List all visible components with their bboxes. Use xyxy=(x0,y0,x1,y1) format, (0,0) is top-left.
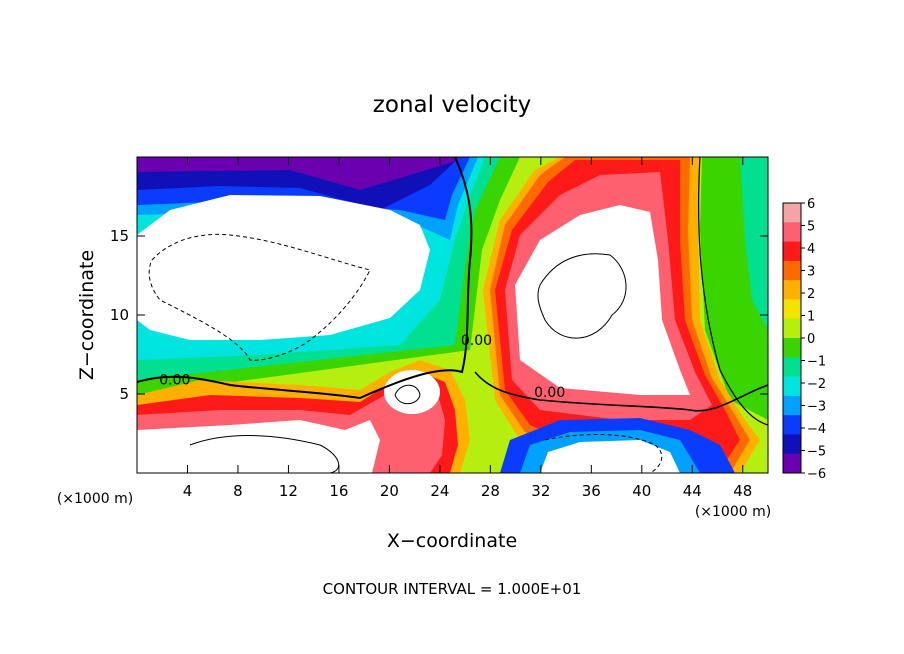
colorbar-swatch xyxy=(783,376,801,397)
contour-line xyxy=(474,371,768,412)
x-axis-label: X−coordinate xyxy=(387,530,517,552)
contour-line xyxy=(137,157,473,400)
contour-label: 0.00 xyxy=(159,373,190,389)
y-tick-label: 15 xyxy=(110,227,129,245)
x-tick-label: 8 xyxy=(233,482,243,500)
colorbar-swatch xyxy=(783,357,801,378)
contour-labels: 0.00 0.00 0.00 xyxy=(159,333,565,401)
x-unit-left: (×1000 m) xyxy=(57,491,133,507)
colorbar-label: 2 xyxy=(807,287,815,302)
colorbar-label: −5 xyxy=(807,445,826,460)
colorbar-swatch xyxy=(783,299,801,320)
x-tick-label: 28 xyxy=(481,482,500,500)
colorbar-swatch xyxy=(783,241,801,262)
colorbar-swatch xyxy=(783,280,801,300)
x-tick-label: 20 xyxy=(380,482,399,500)
colorbar-label: 0 xyxy=(807,332,815,347)
y-tick-label: 5 xyxy=(119,385,129,403)
chart-title: zonal velocity xyxy=(373,92,531,118)
velocity-field xyxy=(137,157,768,473)
x-tick-label: 24 xyxy=(430,482,449,500)
y-tick-label: 10 xyxy=(110,306,129,324)
contour-label: 0.00 xyxy=(461,333,492,349)
colorbar-label: −1 xyxy=(807,355,826,370)
contour-line xyxy=(537,253,627,339)
colorbar-label: −4 xyxy=(807,422,826,437)
x-tick-label: 16 xyxy=(329,482,348,500)
y-axis-label: Z−coordinate xyxy=(76,250,98,380)
contour-line xyxy=(544,434,663,473)
colorbar-swatch xyxy=(783,338,801,358)
colorbar-swatch xyxy=(783,222,801,243)
colorbar-label: 3 xyxy=(807,265,815,280)
colorbar-label: −2 xyxy=(807,377,826,392)
colorbar-label: −3 xyxy=(807,400,826,415)
colorbar-label: −6 xyxy=(807,467,826,482)
x-unit-right: (×1000 m) xyxy=(695,504,771,520)
lower-core xyxy=(137,420,380,473)
x-tick-label: 4 xyxy=(183,482,193,500)
colorbar-label: 1 xyxy=(807,310,815,325)
colorbar-swatch xyxy=(783,434,801,455)
colorbar-swatch xyxy=(783,395,801,416)
contour-line xyxy=(394,384,421,405)
center-blob xyxy=(384,370,440,414)
colorbar-swatch xyxy=(783,318,801,339)
right-edge xyxy=(740,157,768,330)
x-tick-label: 48 xyxy=(733,482,752,500)
x-tick-label: 36 xyxy=(582,482,601,500)
colorbar-swatch xyxy=(783,260,801,281)
x-tick-label: 32 xyxy=(531,482,550,500)
colorbar: 6 5 4 3 2 1 0 −1 −2 −3 −4 −5 −6 xyxy=(782,197,826,482)
x-tick-label: 40 xyxy=(632,482,651,500)
x-axis-ticks: 4 8 12 16 20 24 28 32 36 40 44 48 xyxy=(183,157,752,500)
contour-line xyxy=(148,233,371,361)
warm-core xyxy=(515,205,690,395)
cold-core xyxy=(137,195,430,340)
colorbar-swatch xyxy=(783,415,801,435)
x-tick-label: 44 xyxy=(683,482,702,500)
colorbar-swatch xyxy=(783,453,801,474)
x-tick-label: 12 xyxy=(279,482,298,500)
colorbar-swatch xyxy=(783,203,801,223)
contour-label: 0.00 xyxy=(534,385,565,401)
lower-cold-core xyxy=(540,440,680,473)
contour-interval-note: CONTOUR INTERVAL = 1.000E+01 xyxy=(323,580,582,598)
contour-line xyxy=(698,157,768,426)
colorbar-label: 5 xyxy=(807,220,815,235)
colorbar-label: 6 xyxy=(807,197,815,212)
colorbar-label: 4 xyxy=(807,242,815,257)
y-axis-ticks: 5 10 15 xyxy=(110,227,768,403)
